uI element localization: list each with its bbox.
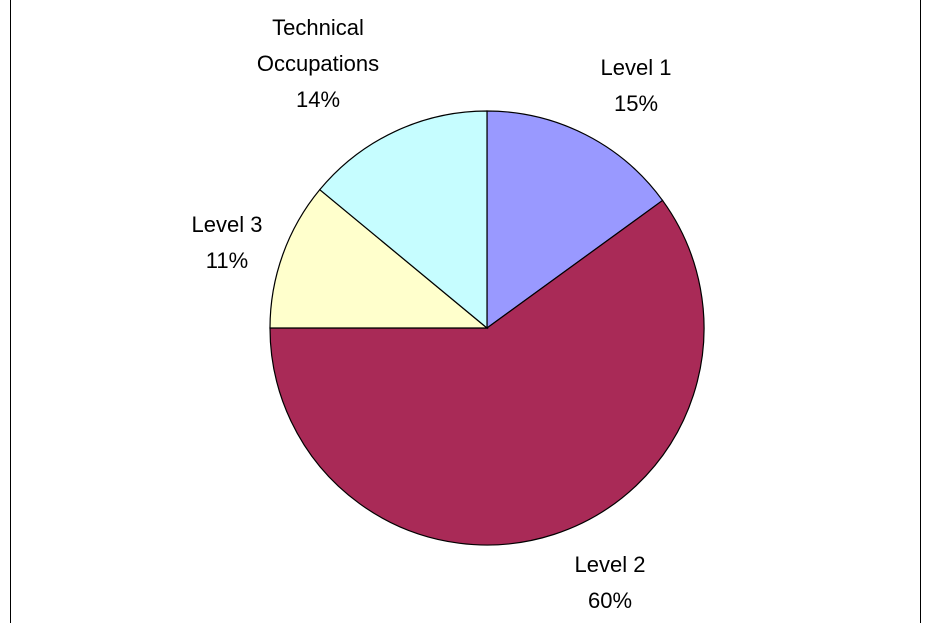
pie-slice bbox=[486, 110, 664, 330]
value-label: 60% bbox=[587, 588, 633, 613]
slice-label: Technical Occupations 14% bbox=[233, 10, 403, 118]
slice-label: Level 1 15% bbox=[541, 50, 731, 122]
category-label: Level 1 bbox=[600, 55, 672, 80]
category-label: Level 3 bbox=[191, 212, 263, 237]
pie-slice bbox=[269, 188, 489, 329]
pie-slice bbox=[269, 199, 705, 546]
category-label: Level 2 bbox=[574, 552, 646, 577]
slice-label: Level 3 11% bbox=[132, 207, 322, 279]
value-label: 15% bbox=[613, 91, 659, 116]
value-label: 14% bbox=[295, 87, 341, 112]
slice-label: Level 2 60% bbox=[515, 547, 705, 619]
category-label: Technical Occupations bbox=[256, 15, 380, 76]
value-label: 11% bbox=[205, 248, 249, 273]
pie-slice bbox=[318, 110, 488, 330]
chart-border bbox=[10, 0, 921, 623]
